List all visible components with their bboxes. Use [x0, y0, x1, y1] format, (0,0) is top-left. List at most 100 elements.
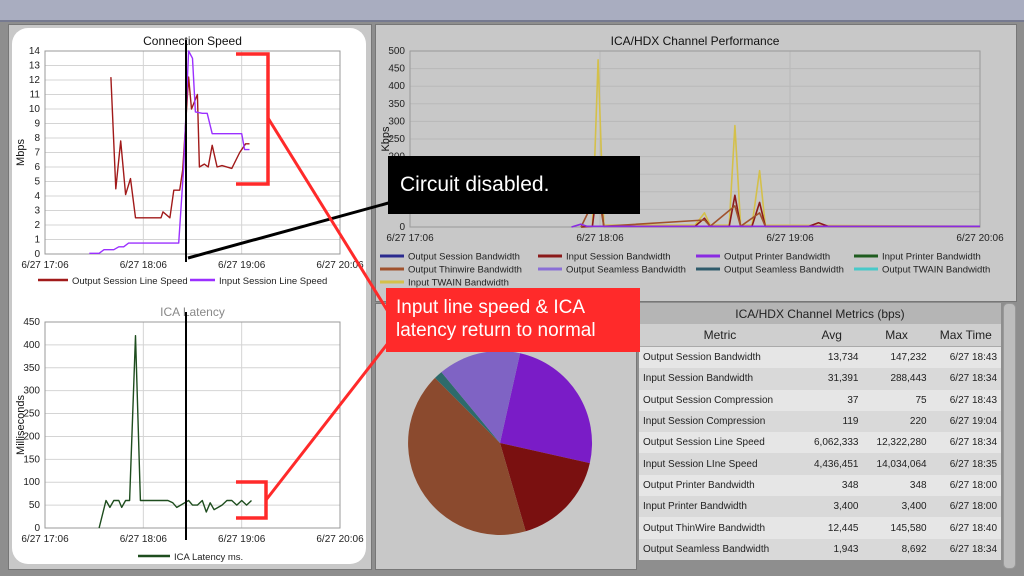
y-tick-label: 350: [388, 99, 405, 110]
col-max-time[interactable]: Max Time: [930, 324, 1001, 347]
y-tick-label: 5: [34, 177, 40, 188]
cell: 288,443: [862, 368, 931, 390]
y-tick-label: 4: [34, 191, 40, 202]
series-line: [98, 335, 252, 529]
y-tick-label: 0: [34, 523, 40, 534]
y-tick-label: 14: [29, 46, 41, 57]
pie-slice: [441, 350, 521, 443]
table-row: Output Session Bandwidth 13,734 147,232 6/2…: [639, 346, 1001, 369]
legend-label: Output Thinwire Bandwidth: [408, 265, 522, 276]
legend-label: Output Seamless Bandwidth: [566, 265, 686, 276]
cell: Output Printer Bandwidth: [639, 474, 801, 497]
cell: Input Session Bandwidth: [639, 368, 801, 390]
pie-slice: [500, 353, 593, 464]
channel-metrics-table: ICA/HDX Channel Metrics (bps) Metric Avg…: [639, 303, 1001, 560]
col-max[interactable]: Max: [862, 324, 931, 347]
y-tick-label: 450: [388, 64, 405, 75]
legend-label: Input Session Bandwidth: [566, 252, 671, 263]
table-row: Output ThinWire Bandwidth 12,445 145,580 6/…: [639, 517, 1001, 539]
cell: 4,436,451: [800, 453, 863, 475]
y-axis-label: Milliseconds: [15, 395, 27, 455]
x-tick-label: 6/27 20:06: [316, 534, 364, 545]
y-tick-label: 100: [23, 477, 40, 488]
y-tick-label: 50: [29, 500, 41, 511]
pie-slice: [500, 443, 590, 532]
y-tick-label: 350: [23, 363, 40, 374]
table-row: Output Session Line Speed 6,062,333 12,322…: [639, 432, 1001, 454]
y-tick-label: 2: [34, 220, 40, 231]
cell: Input Printer Bandwidth: [639, 496, 801, 518]
cell: 37: [800, 389, 863, 411]
metrics-title: ICA/HDX Channel Metrics (bps): [639, 303, 1001, 324]
legend-label: Output TWAIN Bandwidth: [882, 265, 990, 276]
legend-label: Output Session Line Speed: [72, 276, 188, 287]
y-axis-label: Mbps: [15, 139, 27, 166]
x-tick-label: 6/27 19:06: [218, 534, 266, 545]
series-line: [571, 223, 980, 228]
y-tick-label: 8: [34, 133, 40, 144]
x-tick-label: 6/27 18:06: [120, 534, 168, 545]
legend-label: Output Session Bandwidth: [408, 252, 520, 263]
cell: 6/27 18:40: [930, 517, 1001, 539]
series-line: [89, 50, 250, 255]
y-axis-label: Kbps: [380, 126, 392, 152]
x-tick-label: 6/27 20:06: [956, 233, 1004, 244]
bandwidth-pie-chart: [408, 350, 593, 535]
cell: 6/27 19:04: [930, 410, 1001, 433]
y-tick-label: 250: [388, 134, 405, 145]
metrics-scrollbar[interactable]: [1003, 303, 1016, 569]
table-row: Input Session Bandwidth 31,391 288,443 6/27…: [639, 368, 1001, 390]
y-tick-label: 400: [388, 81, 405, 92]
chart-title: ICA/HDX Channel Performance: [611, 34, 780, 48]
x-tick-label: 6/27 18:06: [120, 260, 168, 271]
cell: 147,232: [862, 346, 931, 369]
y-tick-label: 300: [23, 386, 40, 397]
series-line: [580, 58, 981, 228]
cell: 6/27 18:43: [930, 346, 1001, 369]
y-tick-label: 12: [29, 75, 41, 86]
cell: Output Session Compression: [639, 389, 801, 411]
return-to-normal-callout: Input line speed & ICA latency return to…: [386, 288, 640, 352]
cell: 31,391: [800, 368, 863, 390]
y-tick-label: 9: [34, 119, 40, 130]
y-tick-label: 200: [23, 431, 40, 442]
cell: 12,445: [800, 517, 863, 539]
legend-label: Input Session Line Speed: [219, 276, 327, 287]
y-tick-label: 0: [34, 249, 40, 260]
y-tick-label: 0: [399, 222, 405, 233]
y-tick-label: 250: [23, 409, 40, 420]
cell: 6,062,333: [800, 432, 863, 454]
cell: 14,034,064: [862, 453, 931, 475]
col-metric[interactable]: Metric: [639, 324, 801, 347]
y-tick-label: 1: [34, 235, 40, 246]
plot-frame: [44, 321, 341, 529]
series-line: [110, 76, 250, 219]
legend-label: Input TWAIN Bandwidth: [408, 278, 509, 289]
cell: Output Session Line Speed: [639, 432, 801, 454]
x-tick-label: 6/27 17:06: [386, 233, 434, 244]
cell: 6/27 18:34: [930, 538, 1001, 560]
cell: Output ThinWire Bandwidth: [639, 517, 801, 539]
y-tick-label: 6: [34, 162, 40, 173]
cell: Output Seamless Bandwidth: [639, 538, 801, 560]
chart-title: ICA Latency: [160, 305, 225, 319]
callout-line-2: latency return to normal: [396, 320, 596, 341]
x-tick-label: 6/27 17:06: [21, 534, 69, 545]
cell: 220: [862, 410, 931, 433]
y-tick-label: 500: [388, 46, 405, 57]
y-tick-label: 400: [23, 340, 40, 351]
y-tick-label: 7: [34, 148, 40, 159]
chart-title: Connection Speed: [143, 34, 242, 48]
top-bar: [0, 0, 1024, 22]
table-row: Input Session Compression 119 220 6/27 19:0…: [639, 410, 1001, 433]
y-tick-label: 450: [23, 317, 40, 328]
cell: 6/27 18:00: [930, 474, 1001, 497]
cell: 3,400: [862, 496, 931, 518]
col-avg[interactable]: Avg: [800, 324, 863, 347]
cell: 6/27 18:34: [930, 432, 1001, 454]
table-row: Input Session LIne Speed 4,436,451 14,034,…: [639, 453, 1001, 475]
x-tick-label: 6/27 18:06: [576, 233, 624, 244]
x-tick-label: 6/27 20:06: [316, 260, 364, 271]
cell: 3,400: [800, 496, 863, 518]
cell: 145,580: [862, 517, 931, 539]
